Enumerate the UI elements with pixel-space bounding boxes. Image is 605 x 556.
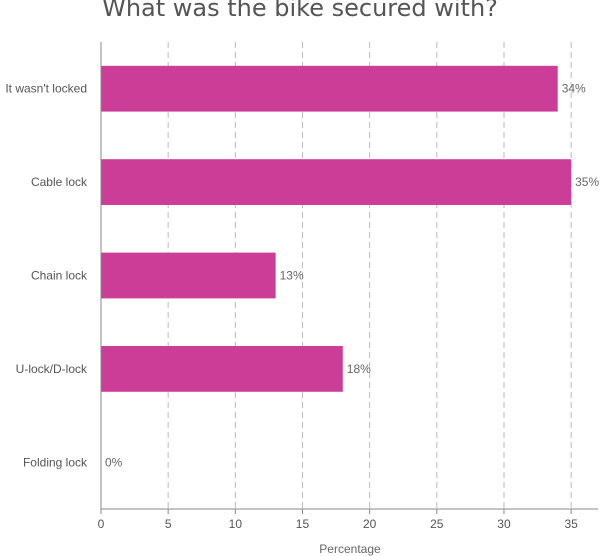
bar-0 — [101, 65, 558, 112]
data-label-2: 13% — [280, 269, 304, 283]
x-tick-label-5: 5 — [165, 517, 172, 531]
x-tick-label-35: 35 — [564, 517, 578, 531]
x-tick-label-30: 30 — [497, 517, 511, 531]
bar-3 — [101, 346, 343, 392]
data-label-0: 34% — [562, 82, 586, 96]
category-label-2: Chain lock — [31, 269, 88, 283]
data-label-1: 35% — [575, 175, 599, 189]
x-tick-label-20: 20 — [363, 517, 377, 531]
x-tick-label-10: 10 — [229, 517, 243, 531]
data-label-3: 18% — [347, 362, 371, 376]
category-label-4: Folding lock — [23, 455, 88, 469]
data-label-4: 0% — [105, 455, 123, 469]
x-tick-label-15: 15 — [296, 517, 310, 531]
axes: It wasn't locked Cable lock Chain lock U-lo… — [5, 42, 598, 531]
chart-title: What was the bike secured with? — [102, 0, 498, 22]
category-label-0: It wasn't locked — [5, 82, 87, 96]
bar-2 — [101, 252, 276, 299]
x-tick-label-25: 25 — [430, 517, 444, 531]
x-axis-title: Percentage — [319, 542, 381, 556]
category-label-3: U-lock/D-lock — [16, 362, 88, 376]
bar-1 — [101, 159, 572, 205]
category-label-1: Cable lock — [31, 175, 88, 189]
bars: 34% 35% 13% 18% 0% — [101, 65, 599, 469]
x-tick-label-0: 0 — [98, 517, 105, 531]
